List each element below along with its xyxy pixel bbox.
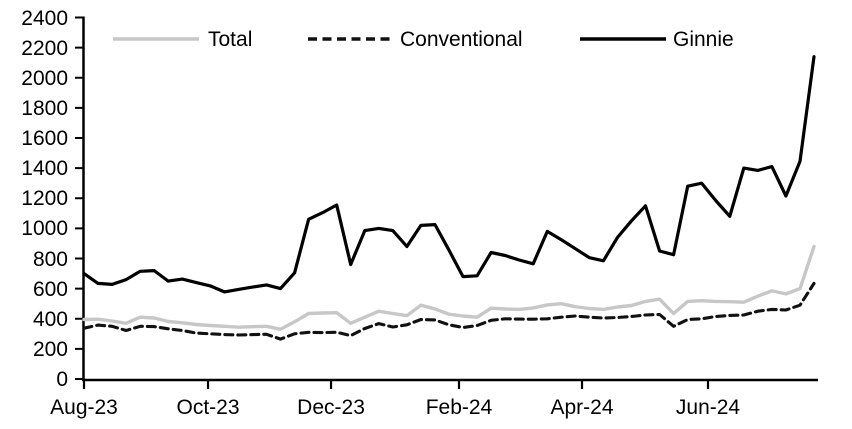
y-axis-tick-label: 2200 <box>21 36 68 60</box>
y-axis-tick-label: 2000 <box>21 66 68 90</box>
conventional-series-line <box>82 281 816 341</box>
legend-label-ginnie: Ginnie <box>673 28 734 51</box>
y-axis-tick-label: 200 <box>32 337 68 361</box>
y-axis-tick-label: 600 <box>32 277 68 301</box>
x-axis-tick-label: Feb-24 <box>425 396 493 419</box>
x-axis-tick-label: Apr-24 <box>550 396 614 419</box>
ginnie-series-line <box>82 55 816 294</box>
y-axis-tick-label: 1600 <box>21 127 68 150</box>
total-series-line <box>82 244 816 331</box>
y-axis-tick-label: 2400 <box>21 6 68 30</box>
x-axis-tick-label: Jun-24 <box>675 396 741 419</box>
legend-label-conventional: Conventional <box>400 28 523 51</box>
y-axis-tick-label: 1400 <box>21 157 68 181</box>
x-axis-tick-label: Oct-23 <box>176 396 240 419</box>
legend-label-total: Total <box>208 28 253 51</box>
y-axis-tick-label: 1000 <box>21 217 68 241</box>
y-axis-tick-label: 800 <box>32 247 68 271</box>
x-axis-tick-label: Aug-23 <box>50 396 118 419</box>
y-axis-tick-label: 400 <box>32 307 68 331</box>
x-axis-tick-label: Dec-23 <box>297 396 365 419</box>
y-axis-tick-label: 1200 <box>21 187 68 211</box>
y-axis-tick-label: 0 <box>56 368 68 391</box>
y-axis-tick-label: 1800 <box>21 96 68 120</box>
